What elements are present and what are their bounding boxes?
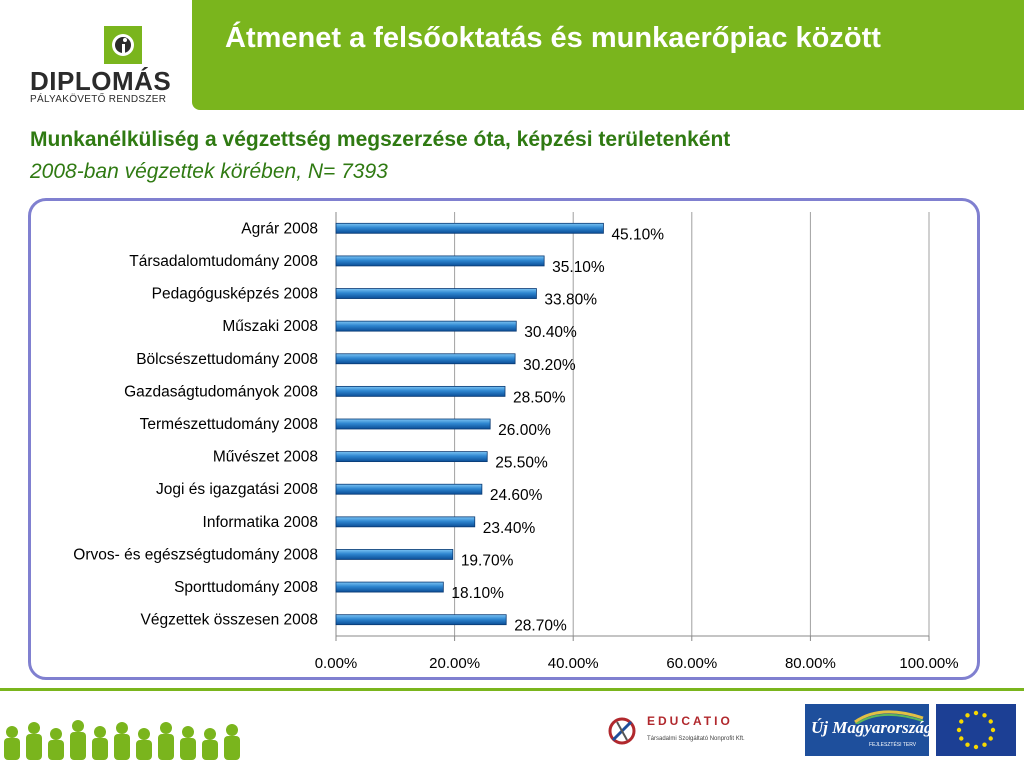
category-label: Jogi és igazgatási 2008 <box>156 481 318 498</box>
crowd-silhouette-icon <box>4 720 240 760</box>
eu-star-icon <box>965 713 970 718</box>
chart-frame <box>28 198 980 680</box>
eu-star-icon <box>990 727 996 733</box>
category-label: Agrár 2008 <box>241 220 318 237</box>
data-label: 26.00% <box>498 422 551 439</box>
eu-star-icon <box>965 742 970 747</box>
eu-star-icon <box>988 736 993 741</box>
logo-mark-icon <box>104 26 142 64</box>
bar <box>335 451 488 463</box>
data-label: 30.40% <box>524 324 577 341</box>
category-label: Társadalomtudomány 2008 <box>129 253 318 270</box>
data-label: 24.60% <box>490 487 543 504</box>
eu-star-icon <box>973 744 979 750</box>
eu-star-icon <box>973 710 979 716</box>
educatio-mark-icon <box>608 717 636 745</box>
category-label: Művészet 2008 <box>213 449 318 466</box>
logo-title: DIPLOMÁS <box>30 66 172 96</box>
data-label: 35.10% <box>552 259 605 276</box>
bar <box>335 385 506 397</box>
data-label: 45.10% <box>611 226 664 243</box>
uj-magyarorszag-logo: Új Magyarország FEJLESZTÉSI TERV <box>805 704 933 756</box>
eu-star-icon <box>982 713 987 718</box>
educatio-logo: EDUCATIO Társadalmi Szolgáltató Nonprofi… <box>605 708 775 750</box>
educatio-subtitle: Társadalmi Szolgáltató Nonprofit Kft. <box>647 736 745 742</box>
x-tick-label: 40.00% <box>548 655 599 672</box>
x-tick-label: 0.00% <box>315 655 358 672</box>
bar <box>335 516 476 528</box>
x-tick-label: 80.00% <box>785 655 836 672</box>
bar-chart: 0.00% 20.00% 40.00% 60.00% 80.00% 100.00% Agrá… <box>73 212 959 672</box>
data-label: 28.70% <box>514 618 567 635</box>
eu-stars-icon <box>956 710 996 750</box>
category-label: Pedagógusképzés 2008 <box>152 286 318 303</box>
x-tick-label: 100.00% <box>899 655 958 672</box>
data-label: 18.10% <box>451 585 504 602</box>
data-label: 30.20% <box>523 357 576 374</box>
bar <box>335 549 454 560</box>
eu-star-icon <box>982 742 987 747</box>
category-label: Sporttudomány 2008 <box>174 579 318 596</box>
bar <box>335 288 537 299</box>
diplomas-logo: DIPLOMÁS PÁLYAKÖVETŐ RENDSZER <box>0 0 190 110</box>
chart-heading: Munkanélküliség a végzettség megszerzése… <box>30 128 731 151</box>
category-label: Végzettek összesen 2008 <box>140 612 318 629</box>
eu-flag-icon <box>936 704 1016 756</box>
bar <box>335 483 483 495</box>
category-label: Természettudomány 2008 <box>140 416 318 433</box>
umft-title: Új Magyarország <box>811 718 933 737</box>
category-label: Műszaki 2008 <box>222 318 318 335</box>
data-label: 33.80% <box>544 292 597 309</box>
category-label: Orvos- és egészségtudomány 2008 <box>73 546 318 563</box>
eu-star-icon <box>988 719 993 724</box>
chart-subheading: 2008-ban végzettek körében, N= 7393 <box>30 160 388 183</box>
educatio-name: EDUCATIO <box>647 714 733 728</box>
umft-subtitle: FEJLESZTÉSI TERV <box>869 742 917 748</box>
eu-star-icon <box>959 736 964 741</box>
bar <box>335 255 545 267</box>
page-title: Átmenet a felsőoktatás és munkaerőpiac k… <box>225 22 881 54</box>
eu-star-icon <box>959 719 964 724</box>
data-label: 19.70% <box>461 552 514 569</box>
bar <box>335 614 507 626</box>
category-label: Bölcsészettudomány 2008 <box>136 351 318 368</box>
category-label: Informatika 2008 <box>203 514 318 531</box>
eu-star-icon <box>956 727 962 733</box>
data-label: 25.50% <box>495 455 548 472</box>
footer-divider <box>0 688 1024 691</box>
bar <box>335 222 604 234</box>
logo-subtitle: PÁLYAKÖVETŐ RENDSZER <box>30 94 167 105</box>
x-tick-label: 20.00% <box>429 655 480 672</box>
data-label: 23.40% <box>483 520 536 537</box>
x-tick-label: 60.00% <box>666 655 717 672</box>
data-label: 28.50% <box>513 389 566 406</box>
bar <box>335 320 517 332</box>
rainbow-arc-icon <box>854 710 924 724</box>
bar <box>335 418 491 430</box>
header-band <box>192 0 1024 110</box>
bar <box>335 581 444 593</box>
bar <box>335 353 516 365</box>
category-label: Gazdaságtudományok 2008 <box>124 383 318 400</box>
